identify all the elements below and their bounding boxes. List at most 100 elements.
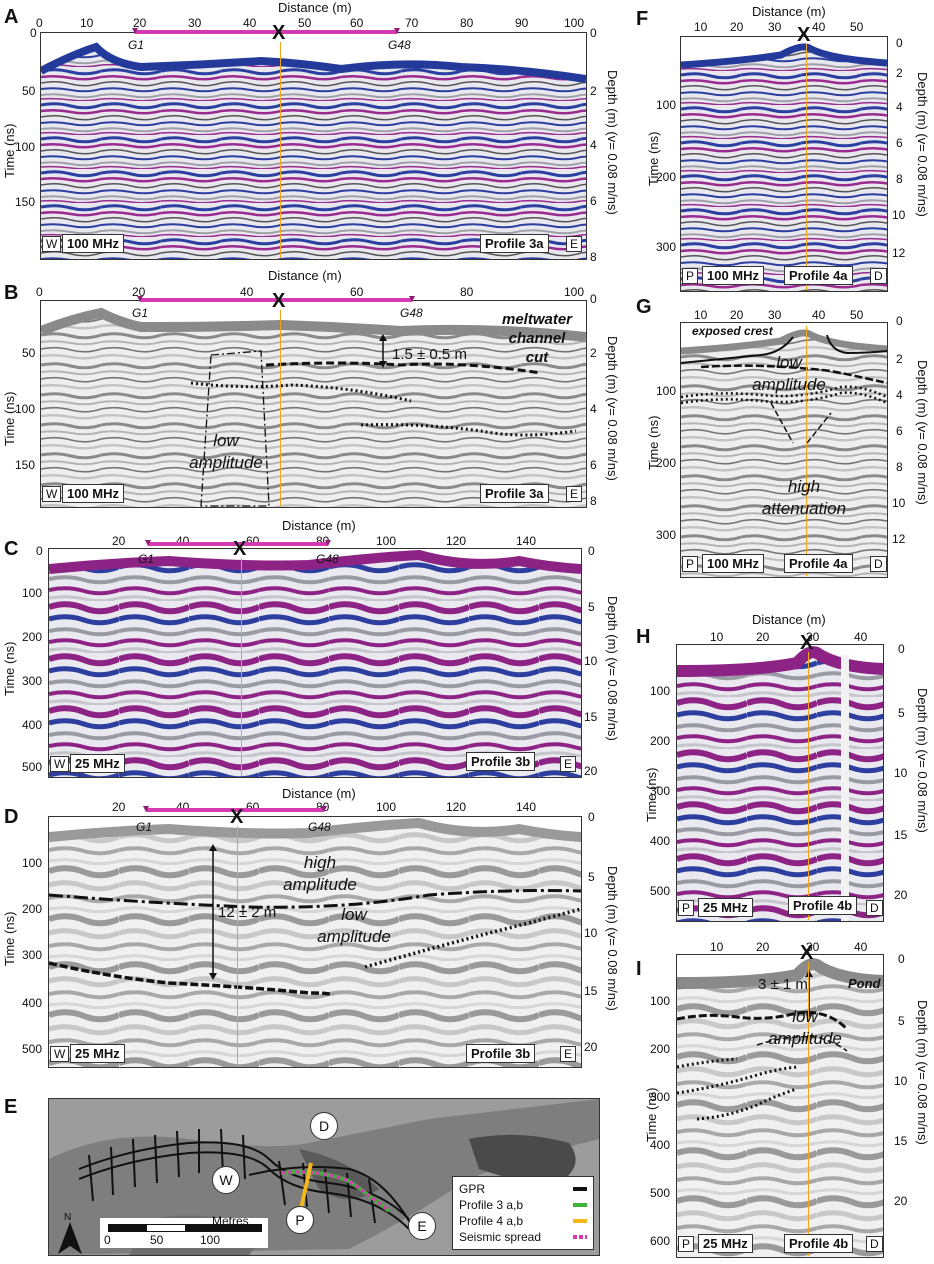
frequency-label: 25 MHz (698, 898, 753, 917)
y-tick-right: 4 (590, 138, 597, 152)
y-tick-right: 4 (590, 402, 597, 416)
map-legend: GPR Profile 3 a,b Profile 4 a,b Seismic … (452, 1176, 594, 1250)
radargram-image (48, 816, 582, 1068)
profile-label: Profile 3b (466, 752, 536, 771)
y-tick-right: 12 (892, 246, 906, 260)
y-tick: 300 (22, 948, 43, 962)
north-arrow-icon (58, 1222, 82, 1254)
x-tick: 20 (730, 20, 744, 34)
direction-east: E (566, 486, 583, 502)
y-tick: 400 (22, 996, 43, 1010)
y-tick-right: 6 (590, 194, 597, 208)
y-axis-title-right: Depth (m) (v= 0.08 m/ns) (605, 70, 620, 215)
x-tick: 20 (133, 16, 147, 30)
y-tick-right: 2 (896, 352, 903, 366)
x-tick: 70 (405, 16, 419, 30)
scale-tick: 100 (200, 1233, 221, 1247)
x-tick: 10 (694, 308, 708, 322)
north-label: N (64, 1212, 72, 1223)
y-tick: 200 (22, 630, 43, 644)
x-tick: 20 (132, 285, 146, 299)
radargram-image (680, 322, 888, 578)
panel-letter: H (636, 626, 651, 648)
direction-p: P (682, 268, 699, 284)
y-tick-right: 0 (896, 314, 903, 328)
y-tick: 100 (22, 586, 43, 600)
geophone-g48-label: G48 (388, 38, 411, 52)
site-marker-w: W (212, 1166, 240, 1194)
low-amplitude-annotation: low amplitude (189, 431, 263, 472)
y-tick: 500 (650, 884, 671, 898)
radargram-image (676, 644, 884, 922)
y-tick-right: 20 (584, 1040, 598, 1054)
profile-intersection-line (241, 558, 242, 776)
scale-label: Metres (212, 1214, 249, 1228)
geophone-g48-label: G48 (400, 306, 423, 320)
x-marker: X (272, 22, 286, 44)
y-tick: 50 (22, 84, 36, 98)
x-tick: 100 (564, 285, 585, 299)
x-tick: 50 (850, 308, 864, 322)
y-tick: 300 (656, 240, 677, 254)
y-tick-right: 6 (896, 424, 903, 438)
frequency-label: 100 MHz (702, 554, 765, 573)
y-tick-right: 0 (590, 26, 597, 40)
y-tick-right: 6 (896, 136, 903, 150)
y-tick-right: 15 (894, 1134, 908, 1148)
exposed-crest-annotation: exposed crest (690, 324, 775, 338)
legend-item: GPR (459, 1181, 587, 1197)
y-tick-right: 8 (590, 250, 597, 264)
y-tick-right: 2 (590, 346, 597, 360)
scale-tick: 50 (150, 1233, 164, 1247)
x-tick: 10 (694, 20, 708, 34)
y-tick-right: 10 (584, 654, 598, 668)
x-tick: 40 (854, 630, 868, 644)
scale-bar (108, 1224, 262, 1232)
y-axis-title-right: Depth (m) (v= 0.08 m/ns) (915, 72, 930, 217)
direction-west: W (50, 756, 70, 772)
profile-label: Profile 3a (480, 484, 549, 503)
y-tick-right: 2 (896, 66, 903, 80)
site-marker-d: D (310, 1112, 338, 1140)
profile-label: Profile 4a (784, 266, 853, 285)
profile-intersection-line (237, 826, 238, 1066)
y-tick-right: 8 (896, 460, 903, 474)
x-tick: 40 (854, 940, 868, 954)
x-tick: 20 (730, 308, 744, 322)
y-tick-right: 0 (588, 544, 595, 558)
pond-annotation: Pond (848, 976, 881, 991)
y-tick-right: 5 (588, 600, 595, 614)
direction-p: P (678, 1236, 695, 1252)
x-tick: 140 (516, 534, 537, 548)
panel-letter: D (4, 806, 19, 828)
frequency-label: 100 MHz (62, 484, 125, 503)
y-tick: 200 (650, 734, 671, 748)
panel-letter: G (636, 296, 652, 318)
radargram-image (48, 548, 582, 778)
geophone-g1-label: G1 (128, 38, 145, 52)
y-tick-right: 0 (896, 36, 903, 50)
y-axis-title-left: Time (ns) (2, 641, 17, 696)
geophone-g48-label: G48 (308, 820, 331, 834)
x-axis-title: Distance (m) (282, 786, 356, 801)
y-tick: 600 (650, 1234, 671, 1248)
y-tick: 100 (22, 856, 43, 870)
y-tick-right: 8 (896, 172, 903, 186)
site-marker-e: E (408, 1212, 436, 1240)
direction-west: W (50, 1046, 70, 1062)
low-amplitude-annotation: low amplitude (768, 1007, 842, 1048)
profile-label: Profile 3b (466, 1044, 536, 1063)
y-tick: 200 (656, 456, 677, 470)
y-tick-right: 0 (898, 952, 905, 966)
geophone-g48-label: G48 (316, 552, 339, 566)
x-tick: 10 (710, 940, 724, 954)
direction-d: D (866, 900, 883, 916)
thickness-annotation: 12 ± 2 m (218, 904, 277, 921)
direction-p: P (682, 556, 699, 572)
y-tick: 500 (22, 1042, 43, 1056)
y-tick-right: 5 (898, 706, 905, 720)
y-tick: 300 (22, 674, 43, 688)
direction-east: E (566, 236, 583, 252)
y-tick: 100 (650, 994, 671, 1008)
panel-letter: B (4, 282, 19, 304)
